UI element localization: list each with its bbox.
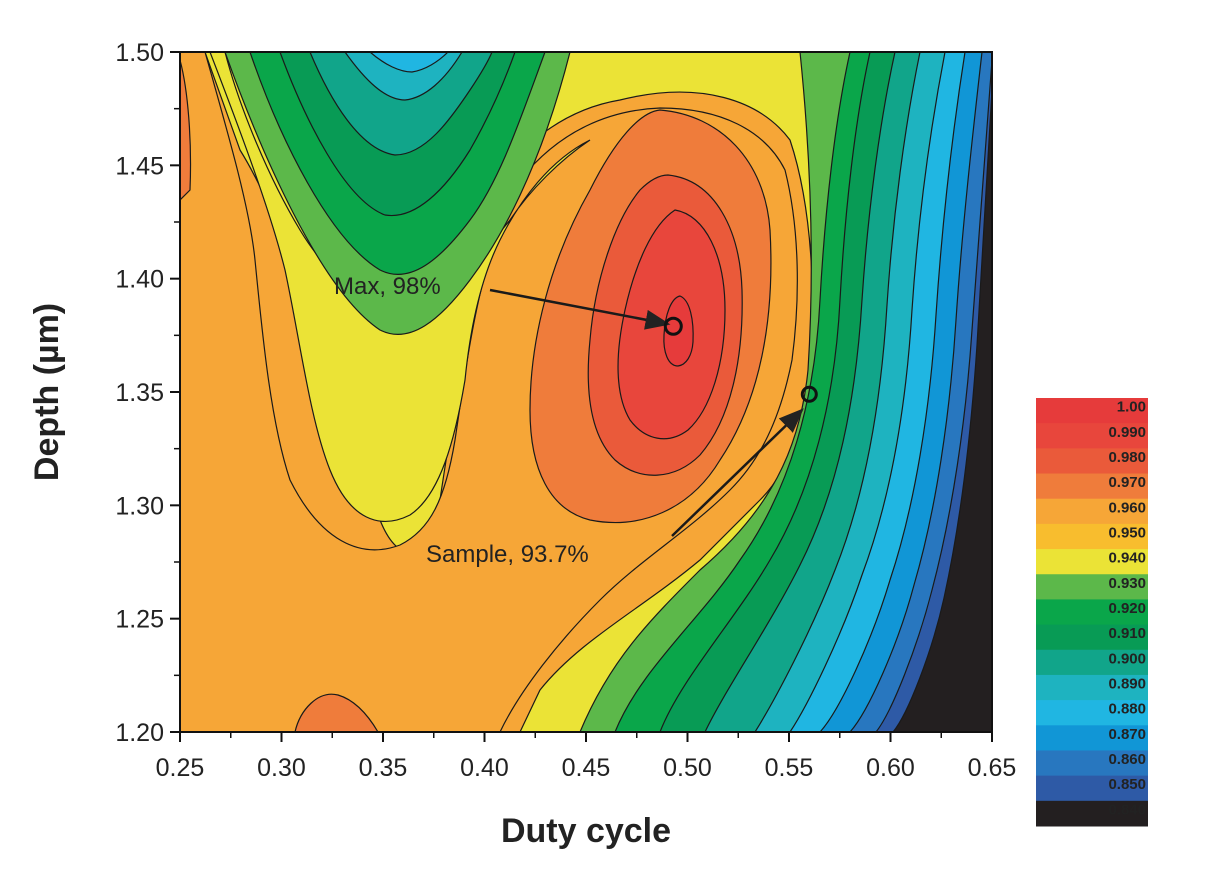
colorbar-label: 0.850 [1108,776,1146,793]
colorbar-label: 0.950 [1108,524,1146,541]
colorbar-swatch [1036,398,1148,424]
contour-region-0.960-bottom-lobe [294,693,379,732]
colorbar-label: 0.980 [1108,449,1146,466]
colorbar-label: 0.970 [1108,474,1146,491]
contour-region-0.880-top [369,52,449,73]
annotations: Max, 98% Sample, 93.7% [334,273,818,568]
x-tick-label: 0.30 [257,754,306,782]
colorbar-label: 0.840 [1108,801,1146,818]
colorbar-label: 0.880 [1108,701,1146,718]
y-axis-title: Depth (µm) [28,303,66,481]
x-tick-label: 0.35 [359,754,408,782]
x-tick-label: 0.55 [765,754,814,782]
max-arrow [489,288,671,330]
colorbar-swatch [1036,674,1148,701]
y-tick-label: 1.40 [115,266,164,294]
x-axis-title: Duty cycle [501,812,671,850]
y-tick-label: 1.20 [115,719,164,747]
contour-region-0.900-top [309,52,493,156]
colorbar-swatch [1036,624,1148,651]
colorbar-label: 0.860 [1108,751,1146,768]
x-tick-label: 0.60 [866,754,915,782]
colorbar-swatch [1036,498,1148,525]
sample-arrow [671,408,804,537]
x-tick-label: 0.45 [562,754,611,782]
colorbar-swatch [1036,725,1148,751]
colorbar-swatch [1036,775,1148,802]
colorbar-label: 0.940 [1108,550,1146,567]
colorbar-swatch [1036,473,1148,500]
colorbar-swatch [1036,649,1148,676]
x-tick-label: 0.25 [156,754,205,782]
colorbar-swatch [1036,574,1148,600]
colorbar-label: 1.00 [1117,399,1146,416]
colorbar-swatch [1036,700,1148,726]
max-annotation: Max, 98% [334,273,441,300]
contour-region-0.840-right [892,89,992,732]
colorbar-label: 0.870 [1108,726,1146,743]
y-tick-label: 1.25 [115,606,164,634]
colorbar-label: 0.920 [1108,600,1146,617]
y-tick-label: 1.50 [115,39,164,67]
x-tick-label: 0.40 [460,754,509,782]
colorbar-label: 0.890 [1108,676,1146,693]
colorbar-swatch [1036,800,1148,827]
colorbar-label: 0.990 [1108,424,1146,441]
contour-field [180,52,992,732]
colorbar-label: 0.910 [1108,625,1146,642]
x-axis: 0.25 0.30 0.35 0.40 0.45 0.50 0.55 0.60 0.65 [156,732,1017,782]
y-tick-label: 1.45 [115,152,164,180]
colorbar-label: 0.960 [1108,499,1146,516]
colorbar-swatch [1036,448,1148,475]
max-point-marker [663,316,683,336]
colorbar-label: 0.900 [1108,650,1146,667]
sample-annotation: Sample, 93.7% [426,541,589,568]
colorbar: 1.00 0.990 0.980 0.970 0.960 0.950 0.940 0.930 0… [1036,398,1148,827]
colorbar-swatch [1036,549,1148,575]
y-tick-label: 1.30 [115,492,164,520]
contour-region-0.960-left-lobe [180,59,192,201]
y-axis: 1.20 1.25 1.30 1.35 1.40 1.45 1.50 [115,39,180,747]
x-tick-label: 0.50 [663,754,712,782]
colorbar-swatch [1036,523,1148,550]
colorbar-swatch [1036,423,1148,449]
sample-point-marker [800,385,818,403]
colorbar-swatch [1036,750,1148,777]
y-tick-label: 1.35 [115,379,164,407]
colorbar-swatch [1036,599,1148,626]
x-tick-label: 0.65 [968,754,1017,782]
colorbar-label: 0.930 [1108,575,1146,592]
